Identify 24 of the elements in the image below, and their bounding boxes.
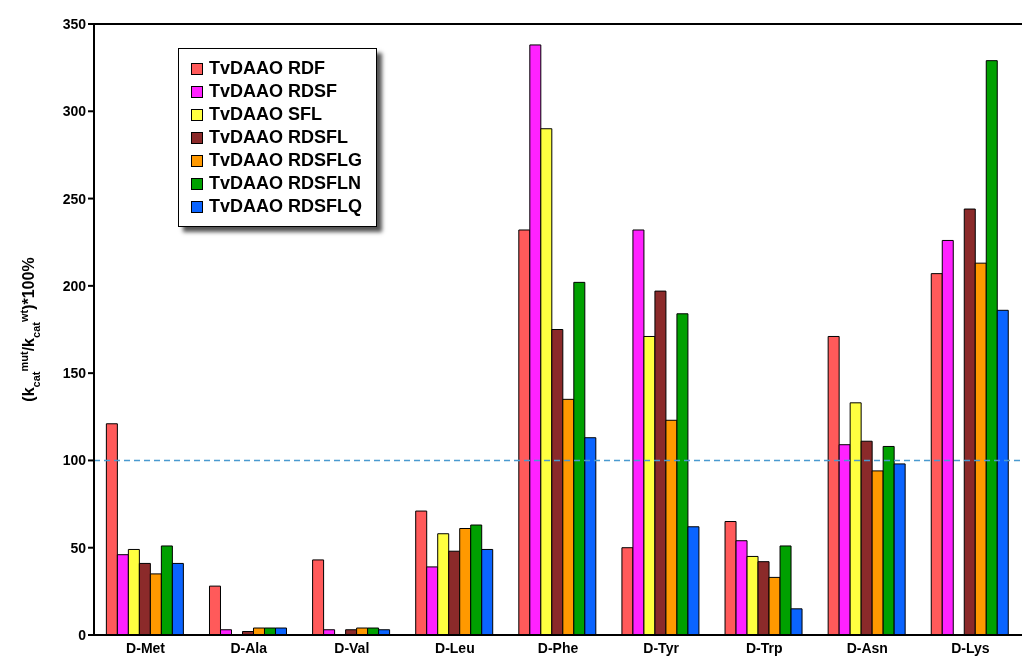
legend-label: TvDAAO RDSFLN	[209, 173, 361, 194]
legend-label: TvDAAO RDSFLQ	[209, 196, 362, 217]
x-tick-label: D-Met	[126, 639, 166, 656]
x-tick-label: D-Asn	[846, 639, 888, 656]
y-tick-label: 100	[62, 452, 87, 469]
y-tick-label: 150	[62, 365, 87, 382]
y-tick-label: 0	[78, 626, 87, 643]
x-tick-label: D-Ala	[230, 639, 268, 656]
y-tick-label: 250	[62, 190, 87, 207]
legend-label: TvDAAO RDSFL	[209, 127, 348, 148]
legend-label: TvDAAO RDSFLG	[209, 150, 362, 171]
x-tick-label: D-Phe	[537, 639, 579, 656]
x-tick-label: D-Val	[334, 639, 370, 656]
y-tick-label: 50	[70, 539, 87, 556]
x-tick-label: D-Lys	[951, 639, 990, 656]
x-tick-label: D-Trp	[745, 639, 783, 656]
x-tick-label: D-Leu	[435, 639, 475, 656]
legend-label: TvDAAO RDF	[209, 58, 325, 79]
y-tick-label: 200	[62, 277, 87, 294]
legend-label: TvDAAO RDSF	[209, 81, 338, 102]
x-tick-label: D-Tyr	[643, 639, 680, 656]
y-tick-label: 350	[62, 15, 87, 32]
y-tick-label: 300	[62, 103, 87, 120]
legend-label: TvDAAO SFL	[209, 104, 323, 125]
